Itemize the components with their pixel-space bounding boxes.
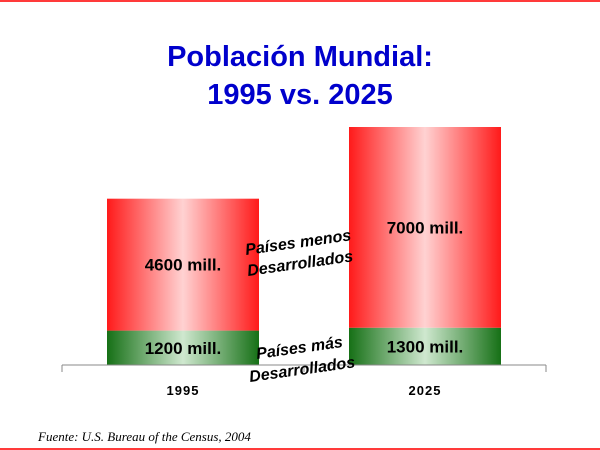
chart-title: Población Mundial: 1995 vs. 2025 bbox=[0, 38, 600, 114]
source-note: Fuente: U.S. Bureau of the Census, 2004 bbox=[38, 429, 251, 444]
title-line-1: Población Mundial: bbox=[167, 41, 433, 73]
data-label-1995-series-1: 4600 mill. bbox=[145, 256, 222, 275]
bar-1995-series-0 bbox=[107, 330, 259, 365]
x-tick-label-1995: 1995 bbox=[167, 383, 200, 398]
bar-2025-series-1 bbox=[349, 127, 501, 328]
title-line-2: 1995 vs. 2025 bbox=[207, 79, 393, 111]
data-label-2025-series-1: 7000 mill. bbox=[387, 218, 464, 237]
bar-1995-series-1 bbox=[107, 198, 259, 331]
bottom-rule bbox=[0, 448, 600, 450]
top-rule bbox=[0, 0, 600, 2]
data-label-1995-series-0: 1200 mill. bbox=[145, 339, 222, 358]
x-tick-label-2025: 2025 bbox=[409, 383, 442, 398]
data-label-2025-series-0: 1300 mill. bbox=[387, 337, 464, 356]
bar-2025-series-0 bbox=[349, 327, 501, 365]
